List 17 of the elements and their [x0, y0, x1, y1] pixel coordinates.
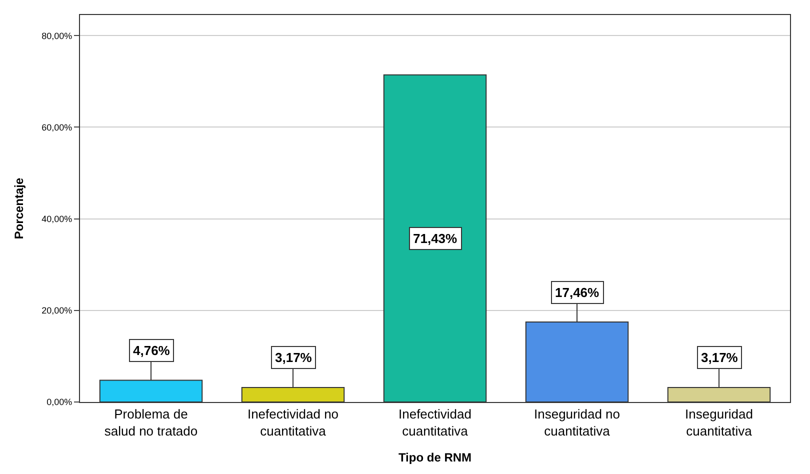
y-tick-label: 40,00% [42, 214, 72, 224]
y-tick-label: 20,00% [42, 306, 72, 316]
data-label: 3,17% [701, 350, 738, 365]
y-tick-label: 0,00% [46, 397, 72, 408]
x-tick-label: Inseguridad cuantitativa [685, 406, 753, 438]
y-tick-label: 60,00% [42, 122, 72, 132]
y-axis-title: Porcentaje [12, 177, 26, 240]
y-tick-label: 80,00% [42, 30, 72, 41]
data-label: 17,46% [555, 285, 600, 300]
data-label: 3,17% [275, 350, 312, 365]
data-label: 4,76% [133, 343, 170, 358]
x-tick-label: Problema de salud no tratado [104, 406, 198, 438]
x-axis-title: Tipo de RNM [398, 450, 472, 464]
x-tick-label: Inseguridad no cuantitativa [534, 406, 620, 438]
x-tick-label: Inefectividad cuantitativa [398, 406, 472, 438]
data-label: 71,43% [413, 231, 458, 246]
x-tick-label: Inefectividad no cuantitativa [247, 406, 339, 438]
